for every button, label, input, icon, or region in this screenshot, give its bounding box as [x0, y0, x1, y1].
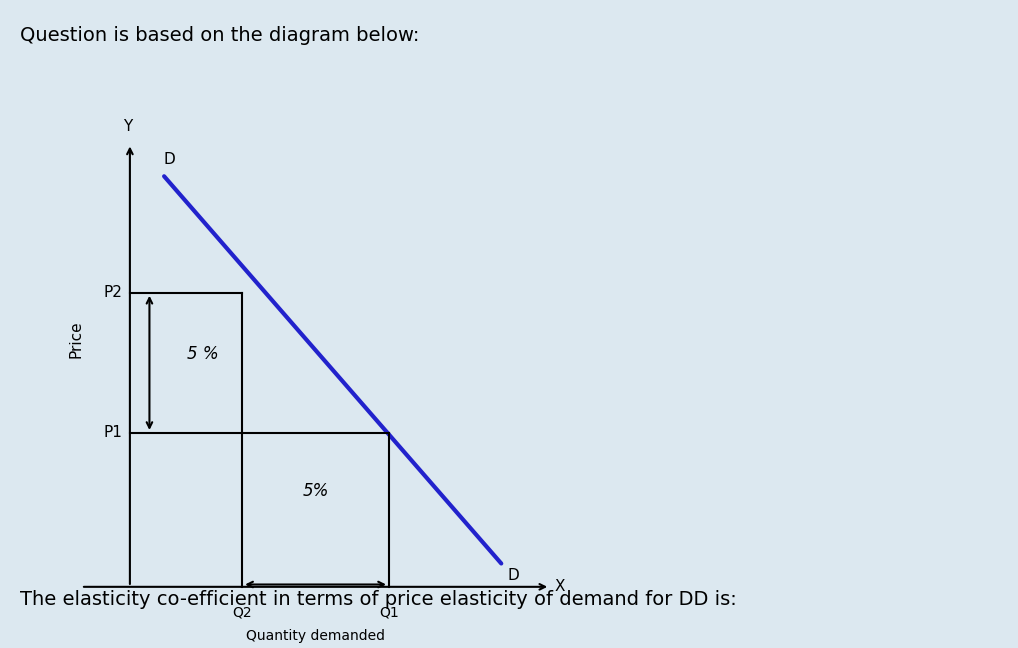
Text: 5%: 5% [302, 482, 329, 500]
Text: P2: P2 [104, 285, 122, 301]
Text: Q2: Q2 [232, 605, 252, 619]
Text: Price: Price [68, 321, 83, 358]
Text: P1: P1 [104, 425, 122, 441]
Text: D: D [163, 152, 175, 167]
Text: 5 %: 5 % [187, 345, 219, 362]
Text: Q1: Q1 [379, 605, 399, 619]
Text: D: D [508, 568, 519, 583]
Text: Y: Y [123, 119, 132, 134]
Text: Question is based on the diagram below:: Question is based on the diagram below: [20, 26, 419, 45]
Text: X: X [555, 579, 566, 594]
Text: The elasticity co-efficient in terms of price elasticity of demand for DD is:: The elasticity co-efficient in terms of … [20, 590, 737, 609]
Text: Quantity demanded: Quantity demanded [246, 629, 385, 643]
